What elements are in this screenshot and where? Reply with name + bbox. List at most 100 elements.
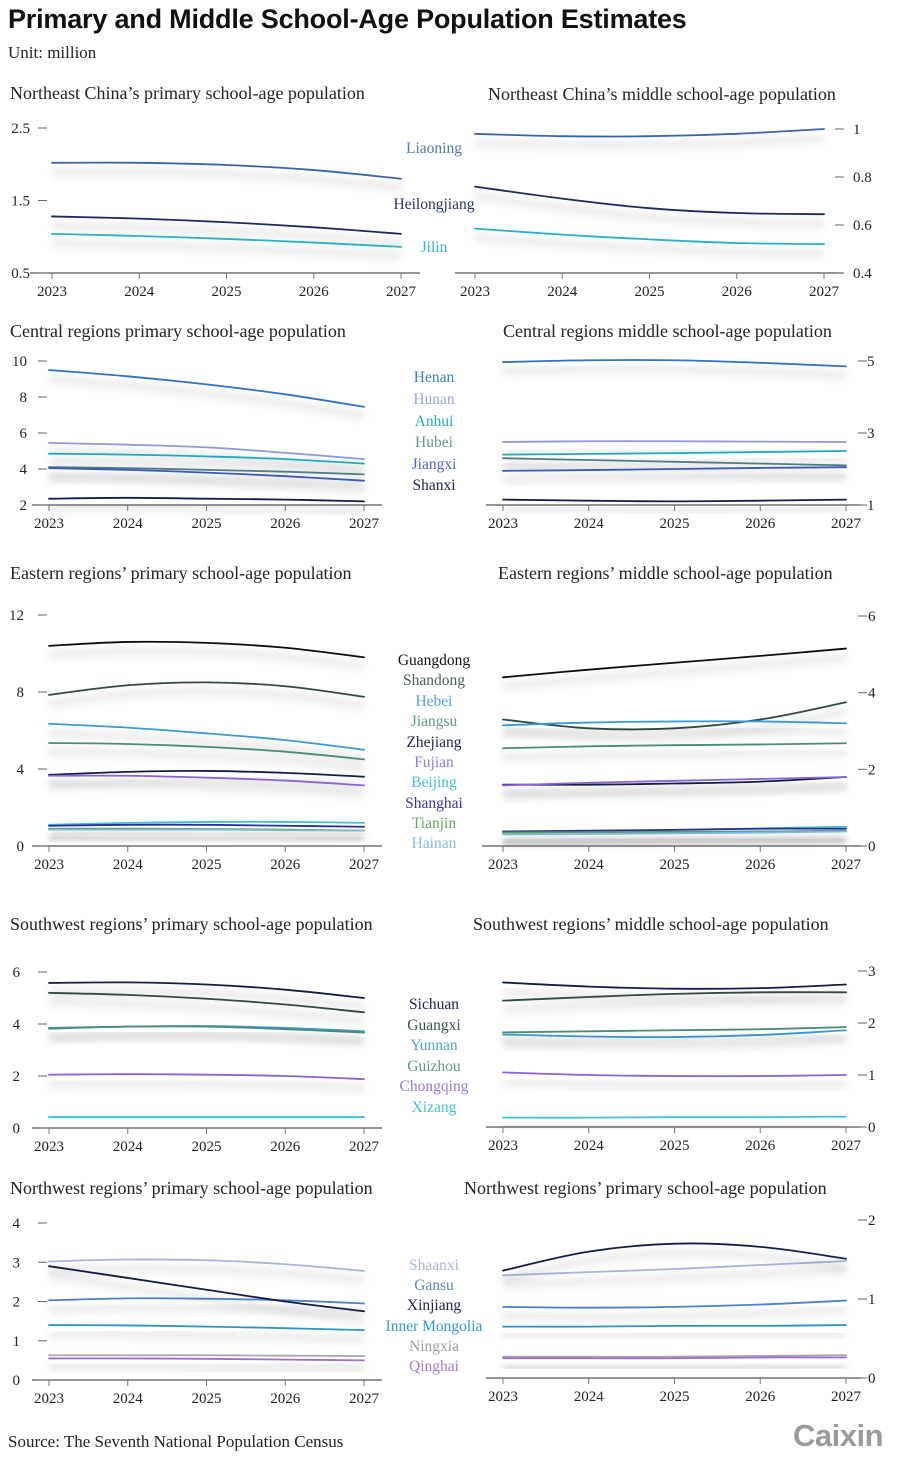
series-line-inner-mongolia[interactable]: [48, 1324, 365, 1332]
series-line-xinjiang[interactable]: [502, 1242, 847, 1272]
series-line-guangxi[interactable]: [48, 991, 365, 1014]
x-tick-label: 2027: [809, 284, 840, 300]
series-line-zhejiang[interactable]: [48, 769, 365, 778]
series-line-chongqing[interactable]: [502, 1071, 847, 1078]
y-tick-label: 1.5: [11, 194, 30, 210]
series-line-anhui[interactable]: [502, 450, 847, 456]
x-tick-label: 2025: [192, 1391, 222, 1407]
x-tick-label: 2023: [37, 284, 67, 300]
legend-item-shaanxi: Shaanxi: [409, 1257, 460, 1274]
series-line-beijing[interactable]: [48, 820, 365, 826]
legend-southwest: Sichuan Guangxi Yunnan Guizhou Chongqing Xiza…: [400, 996, 469, 1116]
series-line-shanxi[interactable]: [48, 496, 365, 503]
series-line-hebei[interactable]: [502, 720, 847, 727]
series-line-hubei[interactable]: [48, 466, 365, 476]
series-line-xizang[interactable]: [502, 1115, 847, 1119]
series-shadow: [502, 986, 847, 1003]
series-line-tianjin[interactable]: [502, 829, 847, 834]
series-line-liaoning[interactable]: [474, 128, 825, 138]
x-tick-label: 2024: [113, 857, 144, 873]
series-line-sichuan[interactable]: [502, 981, 847, 990]
series-line-fujian[interactable]: [502, 776, 847, 787]
series-line-shanxi[interactable]: [502, 498, 847, 503]
series-line-zhejiang[interactable]: [502, 776, 847, 786]
chart-title-ne-middle: Northeast China’s middle school-age popu…: [488, 84, 836, 104]
series-shadow: [48, 997, 365, 1026]
chart-central-primary: 2023 2024 2025 2026 2027 10 8 6 4 2: [12, 354, 382, 532]
chart-title-sw-primary: Southwest regions’ primary school-age po…: [10, 914, 373, 934]
legend-item-xizang: Xizang: [412, 1099, 457, 1116]
series-line-heilongjiang[interactable]: [51, 215, 402, 235]
series-shadow: [502, 1076, 847, 1090]
series-line-heilongjiang[interactable]: [474, 185, 825, 216]
legend-item-zhejiang: Zhejiang: [406, 734, 461, 751]
series-shadow: [502, 747, 847, 762]
legend-item-jiangsu: Jiangsu: [411, 713, 458, 730]
chart-nw-middle: 2023 2024 2025 2026 2027 2 1 0: [486, 1213, 876, 1405]
series-line-inner-mongolia[interactable]: [502, 1324, 847, 1328]
x-tick-label: 2026: [270, 857, 301, 873]
y-tick-label: 3: [13, 1255, 21, 1271]
series-line-gansu[interactable]: [502, 1299, 847, 1309]
series-line-qinghai[interactable]: [48, 1357, 365, 1362]
series-line-shandong[interactable]: [48, 681, 365, 698]
series-line-shanghai[interactable]: [48, 823, 365, 828]
series-line-henan[interactable]: [502, 359, 847, 368]
series-line-shaanxi[interactable]: [48, 1258, 365, 1272]
x-tick-label: 2023: [34, 516, 64, 532]
y-tick-label: 4: [20, 462, 28, 478]
series-line-guangxi[interactable]: [502, 991, 847, 1002]
x-tick-label: 2025: [212, 284, 242, 300]
series-line-qinghai[interactable]: [502, 1356, 847, 1360]
series-line-hubei[interactable]: [502, 457, 847, 467]
legend-item-sichuan: Sichuan: [409, 996, 459, 1013]
series-line-jiangxi[interactable]: [48, 467, 365, 482]
series-line-jiangsu[interactable]: [48, 742, 365, 761]
series-line-hunan[interactable]: [48, 442, 365, 460]
series-line-guizhou[interactable]: [502, 1026, 847, 1034]
series-line-jilin[interactable]: [51, 232, 402, 248]
chart-sw-middle: 2023 2024 2025 2026 2027 3 2 1 0: [486, 964, 876, 1154]
series-line-xinjiang[interactable]: [48, 1265, 365, 1313]
source-note: Source: The Seventh National Population …: [8, 1432, 344, 1451]
chart-central-middle: 2023 2024 2025 2026 2027 5 3 1: [486, 354, 875, 532]
series-line-jilin[interactable]: [474, 227, 825, 246]
series-shadow: [502, 504, 847, 515]
x-tick-label: 2026: [745, 1389, 776, 1405]
chart-ne-middle: 2023 2024 2025 2026 2027 1 0.8 0.6 0.4: [455, 122, 872, 300]
series-line-ningxia[interactable]: [48, 1354, 365, 1357]
series-line-chongqing[interactable]: [48, 1073, 365, 1081]
series-line-hainan[interactable]: [48, 828, 365, 832]
series-line-hunan[interactable]: [502, 440, 847, 443]
series-line-guizhou[interactable]: [48, 1025, 365, 1034]
series-line-henan[interactable]: [48, 369, 365, 408]
x-tick-label: 2023: [488, 1138, 518, 1154]
series-shadow: [474, 233, 825, 258]
legend-item-jiangxi: Jiangxi: [412, 456, 457, 473]
chart-title-nw-primary: Northwest regions’ primary school-age po…: [10, 1178, 373, 1198]
series-line-jiangxi[interactable]: [502, 466, 847, 472]
series-line-guangdong[interactable]: [502, 647, 847, 679]
y-tick-label: 4: [17, 762, 25, 778]
legend-item-xinjiang: Xinjiang: [407, 1297, 461, 1314]
legend-item-hebei: Hebei: [415, 693, 453, 710]
series-shadow: [51, 220, 402, 248]
y-tick-label: 0: [13, 1373, 21, 1389]
y-tick-label: 4: [13, 1216, 21, 1232]
series-line-hebei[interactable]: [48, 722, 365, 751]
x-tick-label: 2025: [192, 857, 222, 873]
series-line-fujian[interactable]: [48, 774, 365, 787]
series-line-sichuan[interactable]: [48, 981, 365, 999]
legend-item-tianjin: Tianjin: [412, 815, 456, 832]
series-line-ningxia[interactable]: [502, 1354, 847, 1358]
series-shadow: [502, 1031, 847, 1046]
series-line-hainan[interactable]: [502, 830, 847, 836]
series-line-guangdong[interactable]: [48, 640, 365, 659]
series-line-jiangsu[interactable]: [502, 742, 847, 750]
series-line-liaoning[interactable]: [51, 161, 402, 180]
series-line-anhui[interactable]: [48, 452, 365, 465]
x-tick-label: 2026: [270, 1391, 301, 1407]
page-title: Primary and Middle School-Age Population…: [8, 4, 687, 34]
legend-eastern: Guangdong Shandong Hebei Jiangsu Zhejiang Fuj…: [398, 652, 471, 852]
series-line-shanghai[interactable]: [502, 827, 847, 833]
